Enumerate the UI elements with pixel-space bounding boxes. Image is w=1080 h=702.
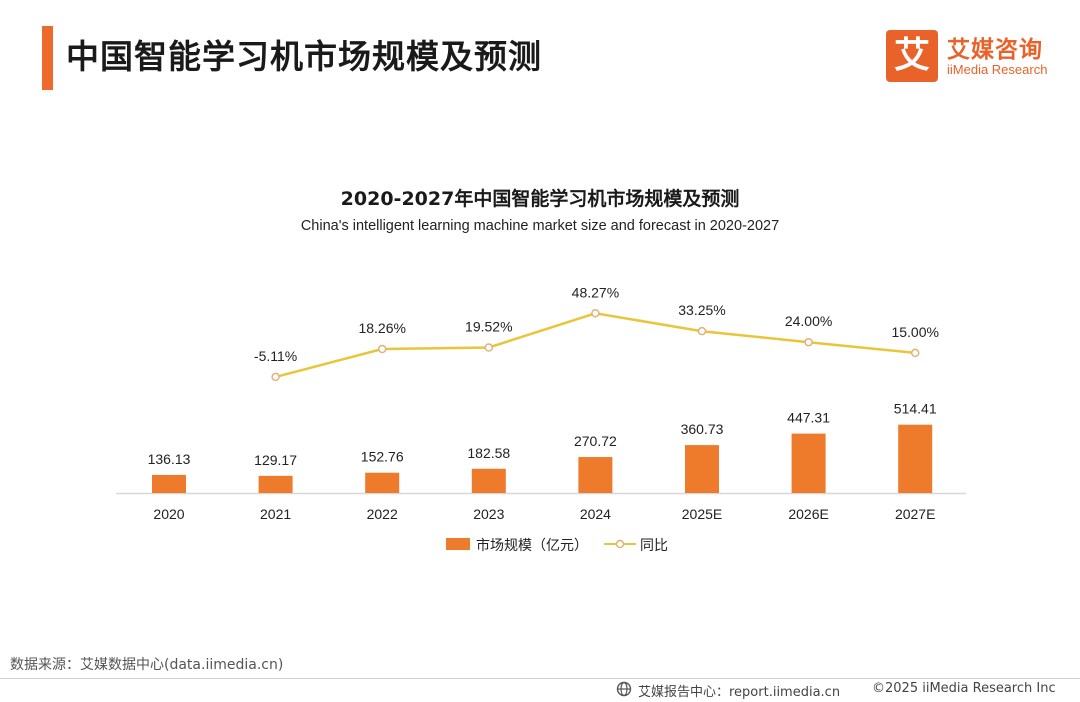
chart-title: 2020-2027年中国智能学习机市场规模及预测 (340, 188, 740, 210)
legend-bar-label: 市场规模（亿元） (476, 538, 588, 554)
title-accent-bar (42, 26, 53, 90)
x-tick-label-2022: 2022 (367, 506, 398, 522)
yoy-point-2021 (271, 372, 280, 382)
yoy-point-2026E (804, 337, 813, 347)
yoy-point-2027E (910, 348, 920, 358)
footer-divider (0, 678, 1080, 679)
page-title: 中国智能学习机市场规模及预测 (66, 37, 542, 76)
yoy-label-2023: 19.52% (465, 319, 512, 335)
bar-value-label-2021: 129.17 (254, 452, 297, 468)
globe-icon (616, 681, 632, 697)
bar-value-label-2026E: 447.31 (787, 410, 830, 426)
bar-value-label-2020: 136.13 (148, 451, 191, 467)
x-tick-label-2021: 2021 (260, 506, 291, 522)
yoy-point-2022 (377, 344, 387, 354)
yoy-label-2024: 48.27% (572, 284, 619, 300)
yoy-label-2021: -5.11% (254, 348, 297, 364)
brand-name-cn: 艾媒咨询 (947, 37, 1043, 63)
x-tick-label-2025E: 2025E (682, 506, 722, 522)
bar-2024 (578, 457, 613, 493)
bar-2025E (685, 445, 719, 493)
bar-value-label-2023: 182.58 (467, 445, 510, 461)
x-tick-label-2024: 2024 (580, 506, 611, 522)
copyright: ©2025 iiMedia Research Inc (872, 681, 1056, 696)
legend-line-label: 同比 (640, 538, 668, 554)
report-center-link[interactable]: 艾媒报告中心：report.iimedia.cn (638, 685, 841, 700)
chart-legend: 市场规模（亿元） 同比 (0, 535, 1080, 555)
x-tick-label-2027E: 2027E (895, 506, 935, 522)
bar-2023 (471, 468, 506, 493)
yoy-label-2025E: 33.25% (678, 302, 725, 318)
yoy-point-2023 (484, 343, 494, 352)
bar-2022 (365, 472, 400, 493)
bar-2021 (258, 475, 293, 493)
bar-value-label-2025E: 360.73 (681, 421, 724, 437)
x-tick-label-2020: 2020 (153, 506, 184, 522)
bar-value-label-2022: 152.76 (361, 449, 404, 465)
yoy-label-2026E: 24.00% (785, 313, 832, 329)
brand-name-en: iiMedia Research (947, 62, 1048, 77)
yoy-point-2024 (591, 309, 600, 318)
legend-bar-swatch (446, 538, 470, 550)
x-tick-label-2023: 2023 (473, 506, 504, 522)
bar-2020 (152, 474, 186, 493)
bar-value-label-2027E: 514.41 (894, 401, 937, 417)
bar-value-label-2024: 270.72 (574, 433, 617, 449)
yoy-label-2027E: 15.00% (891, 324, 938, 340)
yoy-point-2025E (697, 326, 707, 336)
bar-2027E (898, 424, 933, 493)
chart-subtitle: China's intelligent learning machine mar… (300, 218, 780, 234)
brand-icon: 艾 (886, 30, 938, 82)
brand-logo: 艾 艾媒咨询 iiMedia Research (886, 30, 1066, 82)
yoy-label-2022: 18.26% (358, 320, 405, 336)
data-source-note: 数据来源：艾媒数据中心(data.iimedia.cn) (10, 657, 284, 673)
bar-2026E (791, 433, 826, 493)
legend-line-swatch (604, 539, 636, 549)
x-tick-label-2026E: 2026E (788, 506, 828, 522)
